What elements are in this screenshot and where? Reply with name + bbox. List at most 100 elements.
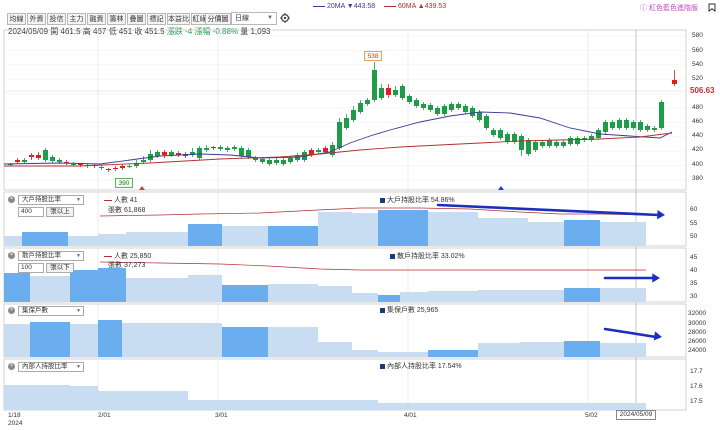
candle-body xyxy=(428,105,433,110)
candle-body xyxy=(127,166,132,167)
candle-body xyxy=(134,163,139,166)
panel1-indicator-select[interactable]: 大戶持股比率 ▼ xyxy=(18,195,84,205)
panel2-y-tick: 45 xyxy=(690,254,698,261)
panel3-indicator-select[interactable]: 集保戶數 ▼ xyxy=(18,306,84,316)
info-change: 漲跌 -4 xyxy=(166,27,193,36)
close-icon[interactable]: × xyxy=(8,363,15,370)
candle-body xyxy=(386,88,391,95)
candle-body xyxy=(659,102,664,128)
info-high: 高 467 xyxy=(82,27,107,36)
panel4-y-tick: 17.5 xyxy=(690,398,703,405)
depository-bar xyxy=(268,327,318,357)
candle-body xyxy=(120,166,125,168)
major-holder-bar xyxy=(22,232,68,246)
candle-body xyxy=(645,126,650,130)
info-change-pct: 漲幅 -0.88% xyxy=(194,27,239,36)
annotation-arrow-line xyxy=(603,327,658,339)
annotation-arrow-line xyxy=(436,203,661,217)
candle-body xyxy=(288,158,293,162)
toolbar-ma-button[interactable]: 均線 xyxy=(7,13,26,25)
info-bar: 2024/05/09 開 461.5 高 467 低 451 收 451.5 漲… xyxy=(8,26,271,37)
depository-bar xyxy=(318,342,352,357)
panel4-y-tick: 17.6 xyxy=(690,383,703,390)
candle-body xyxy=(603,122,608,132)
depository-bar xyxy=(428,350,478,357)
close-icon[interactable]: × xyxy=(8,252,15,259)
bookmark-icon[interactable] xyxy=(708,3,716,12)
ma20-line-swatch xyxy=(313,5,325,7)
gear-icon[interactable] xyxy=(280,13,290,23)
major-holder-bar xyxy=(378,210,428,246)
candle-body xyxy=(211,147,216,148)
toolbar-mark-button[interactable]: 標記 xyxy=(147,13,166,25)
major-holder-bar xyxy=(4,236,22,246)
info-open: 開 461.5 xyxy=(50,27,81,36)
panel2-indicator-select[interactable]: 散戶持股比率 ▼ xyxy=(18,251,84,261)
current-price-label: 506.63 xyxy=(690,86,715,95)
panel1-threshold-input[interactable]: 400 xyxy=(18,207,44,217)
candle-body xyxy=(344,118,349,128)
major-holder-bar xyxy=(428,212,478,246)
major-holder-bar xyxy=(564,220,600,246)
candle-body xyxy=(561,142,566,146)
candle-body xyxy=(176,153,181,155)
panel2-unit-button[interactable]: 張以下 xyxy=(46,263,74,273)
toolbar-chip-button[interactable]: 籌林 xyxy=(107,13,126,25)
retail-holder-bar xyxy=(378,295,400,302)
main-y-tick: 580 xyxy=(692,32,703,39)
toolbar-main-force-button[interactable]: 主力 xyxy=(67,13,86,25)
depository-bar xyxy=(70,324,98,357)
retail-holder-bar xyxy=(30,276,70,302)
depository-bar xyxy=(122,323,222,357)
x-date-label: 4/01 xyxy=(404,412,417,419)
info-close: 收 451.5 xyxy=(134,27,165,36)
candle-body xyxy=(477,112,482,120)
x-date-label: 5/02 xyxy=(585,412,598,419)
candle-body xyxy=(246,150,251,157)
toolbar-margin-button[interactable]: 融資 xyxy=(87,13,106,25)
panel1-people-line xyxy=(99,207,647,217)
depository-bar xyxy=(222,327,268,357)
period-select-value: 日線 xyxy=(235,15,249,22)
candle-body xyxy=(484,116,489,128)
panel3-y-tick: 24000 xyxy=(688,347,707,354)
retail-holder-bar xyxy=(528,290,564,302)
candle-body xyxy=(197,148,202,158)
candle-body xyxy=(379,88,384,98)
toolbar-foreign-button[interactable]: 外資 xyxy=(27,13,46,25)
candle-body xyxy=(169,152,174,155)
panel1-unit-button[interactable]: 張以上 xyxy=(46,207,74,217)
toolbar-trust-button[interactable]: 投信 xyxy=(47,13,66,25)
toolbar-pe-button[interactable]: 本益比 xyxy=(167,13,190,25)
major-holder-bar xyxy=(478,218,528,246)
panel3-y-tick: 30000 xyxy=(688,320,707,327)
main-y-tick: 380 xyxy=(692,175,703,182)
major-holder-bar xyxy=(68,236,98,246)
panel2-threshold-input[interactable]: 100 xyxy=(18,263,44,273)
retail-holder-bar xyxy=(222,285,268,302)
candle-body xyxy=(78,164,83,165)
high-marker-label: 538 xyxy=(364,51,382,61)
close-icon[interactable]: × xyxy=(8,307,15,314)
panel4-indicator-select[interactable]: 內部人持股比率 ▼ xyxy=(18,362,84,372)
close-icon[interactable]: × xyxy=(8,196,15,203)
low-marker-label: 390 xyxy=(115,178,133,188)
candle-body xyxy=(162,152,167,155)
retail-holder-bar xyxy=(428,291,478,302)
depository-bar xyxy=(30,322,70,357)
depository-bar xyxy=(352,350,378,357)
main-y-tick: 540 xyxy=(692,61,703,68)
panel1-y-tick: 60 xyxy=(690,206,698,213)
candle-body xyxy=(106,169,111,170)
period-select[interactable]: 日線 ▼ xyxy=(231,12,277,25)
candle-body xyxy=(421,104,426,108)
color-note-link[interactable]: ⓘ 紅色藍色進階版 xyxy=(640,5,698,12)
toolbar-price-dist-button[interactable]: 分價圖 xyxy=(205,13,231,25)
toolbar-overlay-button[interactable]: 疊圖 xyxy=(127,13,146,25)
candle-body xyxy=(463,106,468,112)
info-icon: ⓘ xyxy=(640,5,647,12)
candle-body xyxy=(526,140,531,154)
major-holder-bar xyxy=(126,232,188,246)
candle-body xyxy=(365,100,370,104)
